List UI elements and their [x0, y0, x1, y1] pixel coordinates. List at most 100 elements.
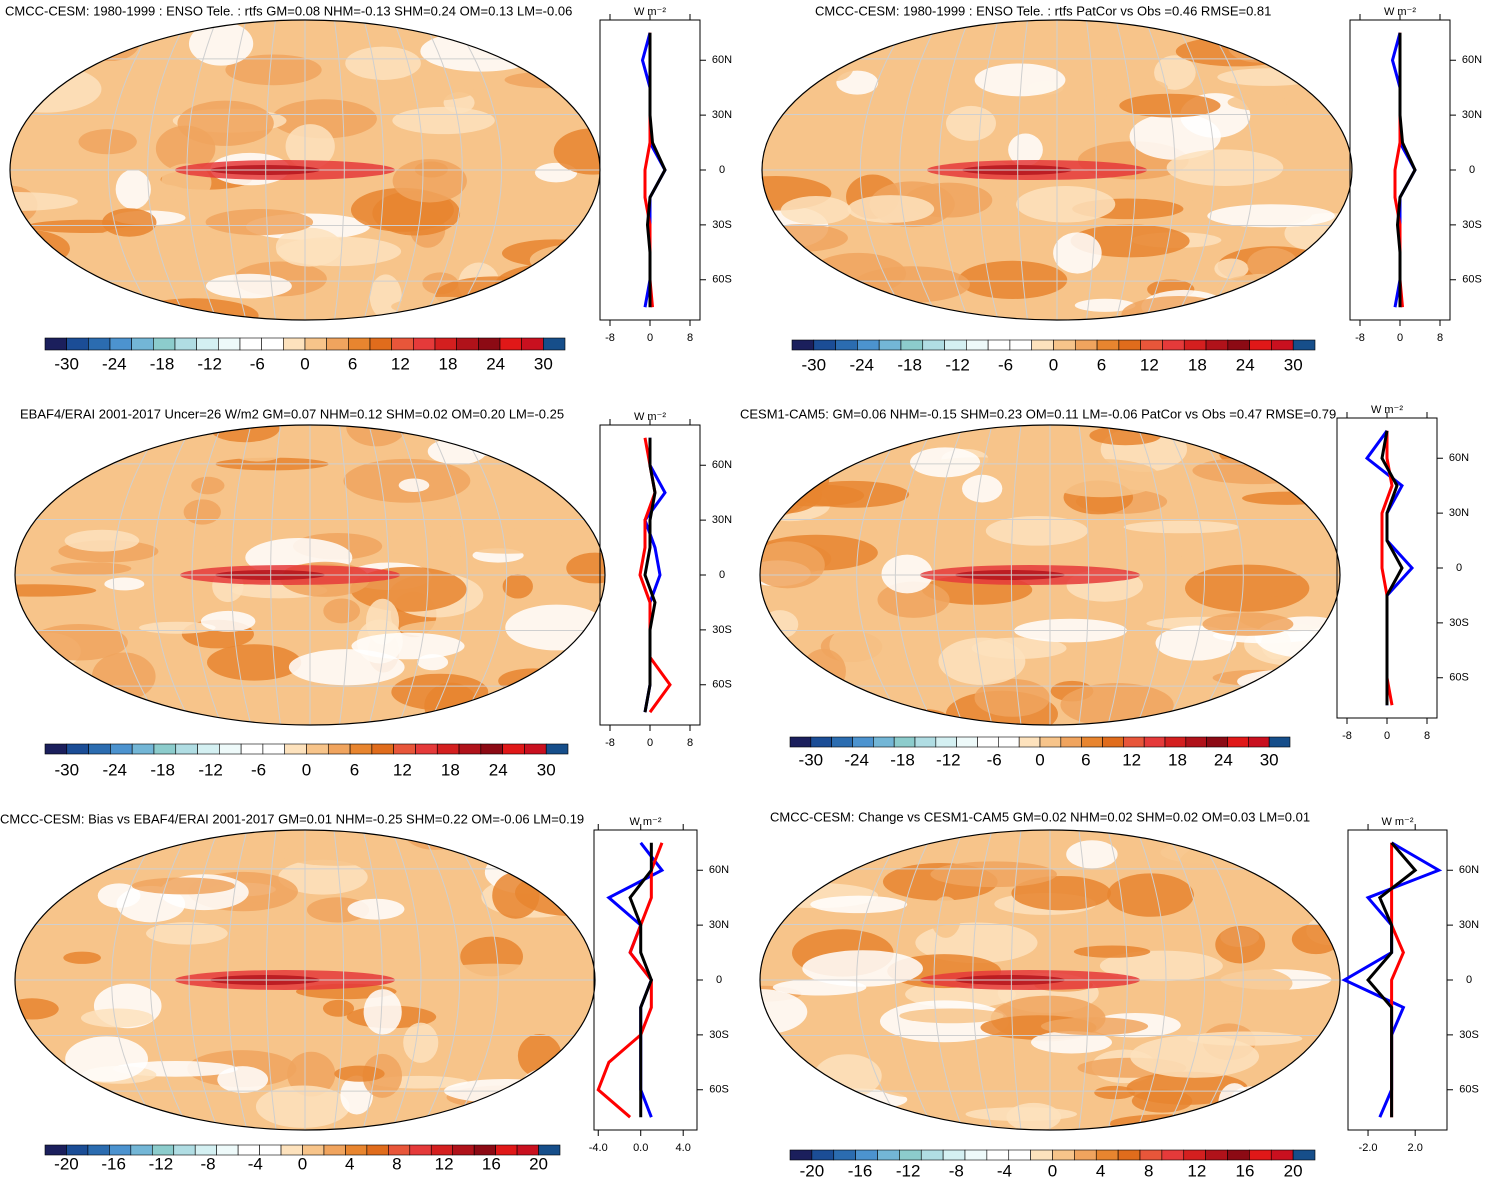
- colorbar-box: [110, 743, 133, 755]
- map-pattern: [930, 861, 1057, 888]
- map-pattern: [502, 239, 600, 268]
- colorbar-box: [1249, 1149, 1272, 1161]
- map-pattern: [532, 178, 600, 201]
- colorbar-label: -24: [844, 750, 869, 769]
- map-pattern: [494, 263, 600, 308]
- colorbar-label: 18: [1188, 355, 1207, 374]
- map-pattern: [172, 535, 222, 549]
- map-pattern: [1262, 680, 1340, 712]
- colorbar-label: 20: [1284, 1161, 1303, 1180]
- colorbar-box: [855, 1149, 878, 1161]
- graticule: [427, 425, 468, 725]
- colorbar-box: [1206, 736, 1228, 748]
- x-tick-label: 4.0: [676, 1142, 691, 1154]
- map-pattern: [761, 610, 799, 639]
- colorbar-box: [1249, 339, 1272, 351]
- map-pattern: [50, 562, 132, 575]
- colorbar-box: [173, 1144, 196, 1156]
- colorbar-box: [1118, 339, 1141, 351]
- map-pattern: [769, 834, 898, 873]
- colorbar-box: [956, 736, 978, 748]
- map-pattern: [63, 951, 101, 964]
- colorbar-label: -12: [197, 354, 222, 373]
- colorbar-box: [239, 337, 262, 351]
- colorbar-box: [1095, 1149, 1119, 1161]
- map-pattern: [1283, 20, 1327, 34]
- colorbar-box: [1039, 736, 1062, 748]
- zonal-units: W m⁻²: [634, 6, 666, 18]
- map-pattern: [1254, 269, 1352, 292]
- map-pattern: [506, 687, 583, 725]
- map-pattern: [930, 896, 961, 938]
- map-border: [14, 424, 606, 726]
- map-pattern: [498, 49, 578, 62]
- graticule: [1194, 830, 1244, 1130]
- colorbar-box: [1096, 339, 1120, 351]
- colorbar-box: [1060, 736, 1082, 748]
- map-pattern: [1073, 945, 1151, 958]
- y-tick-label: 30S: [1449, 617, 1469, 629]
- graticule: [333, 830, 345, 1130]
- colorbar-box: [791, 339, 815, 351]
- colorbar-label: -16: [848, 1161, 873, 1180]
- colorbar-box: [348, 337, 371, 351]
- y-tick-label: 30N: [712, 109, 732, 121]
- map-pattern: [529, 243, 600, 277]
- zonal-line: [606, 841, 665, 1118]
- map-pattern: [91, 652, 156, 701]
- colorbar-box: [1164, 736, 1187, 748]
- map-pattern: [513, 863, 576, 877]
- map-pattern: [899, 1008, 1004, 1024]
- map-pattern: [225, 54, 322, 86]
- colorbar-box: [1140, 339, 1163, 351]
- colorbar-label: 12: [393, 760, 412, 779]
- graticule: [422, 20, 463, 320]
- map-pattern: [1066, 840, 1118, 869]
- colorbar-box: [942, 1149, 966, 1161]
- map-pattern: [285, 124, 335, 169]
- map-pattern: [847, 195, 935, 223]
- colorbar-label: 12: [391, 354, 410, 373]
- zonal-line: [628, 842, 653, 1118]
- map-pattern: [916, 310, 951, 320]
- map: [760, 425, 1340, 725]
- colorbar-box: [1018, 736, 1041, 748]
- colorbar-box: [944, 339, 967, 351]
- map-pattern: [224, 902, 299, 940]
- colorbar-box: [914, 736, 937, 748]
- map-pattern: [546, 453, 605, 489]
- map-pattern: [123, 486, 168, 527]
- zonal-units: W m⁻²: [634, 411, 666, 423]
- colorbar-label: 24: [486, 354, 505, 373]
- colorbar-label: -30: [802, 355, 827, 374]
- colorbar-label: -24: [102, 760, 127, 779]
- colorbar-box: [1248, 736, 1270, 748]
- map-pattern: [762, 152, 823, 170]
- map-pattern: [403, 1022, 439, 1063]
- map-pattern: [420, 30, 542, 72]
- colorbar-box: [987, 339, 1011, 351]
- map-pattern: [52, 848, 86, 881]
- map-pattern: [391, 296, 500, 317]
- colorbar-box: [1268, 736, 1291, 748]
- colorbar-box: [499, 337, 522, 351]
- colorbar-label: 18: [1168, 750, 1187, 769]
- graticule: [227, 830, 248, 1130]
- colorbar-label: 8: [1144, 1161, 1153, 1180]
- map-pattern: [1227, 94, 1288, 111]
- colorbar-box: [966, 339, 989, 351]
- x-tick-label: -8: [605, 737, 615, 749]
- y-tick-label: 0: [719, 569, 725, 581]
- map-pattern: [15, 666, 53, 688]
- map-pattern: [323, 598, 361, 624]
- graticule: [894, 830, 935, 1130]
- colorbar-box: [88, 337, 111, 351]
- x-tick-label: 8: [1437, 332, 1443, 344]
- map-pattern: [810, 895, 908, 914]
- graticule: [112, 425, 163, 725]
- colorbar-box: [1009, 339, 1033, 351]
- colorbar-box: [811, 1149, 835, 1161]
- map-pattern: [12, 52, 51, 69]
- colorbar-label: 18: [439, 354, 458, 373]
- colorbar-box: [1227, 1149, 1250, 1161]
